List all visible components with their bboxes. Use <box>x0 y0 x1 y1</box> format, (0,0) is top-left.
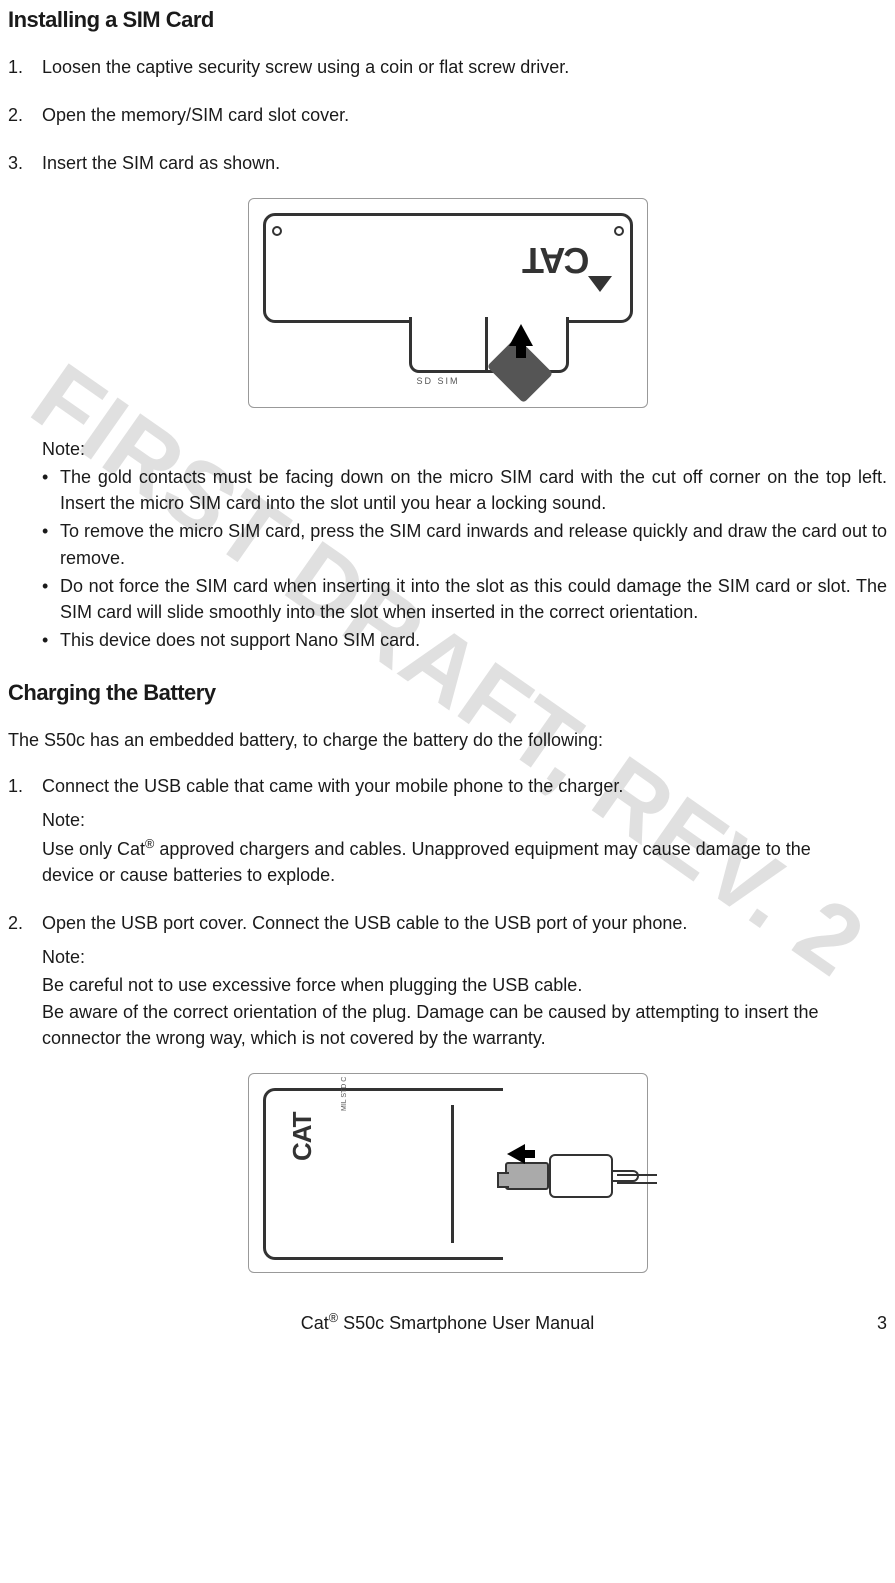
note1-post: approved chargers and cables. Unapproved… <box>154 839 810 859</box>
charging-intro: The S50c has an embedded battery, to cha… <box>8 727 887 753</box>
charge-note-1: Note: Use only Cat® approved chargers an… <box>42 807 887 888</box>
usb-figure: CAT MIL STD C <box>8 1073 887 1273</box>
sim-figure: CAT SD SIM <box>8 198 887 408</box>
note2-l1: Be careful not to use excessive force wh… <box>42 972 887 998</box>
usb-illustration: CAT MIL STD C <box>248 1073 648 1273</box>
charge-step-1-text: Connect the USB cable that came with you… <box>42 776 623 796</box>
cat-logo-text: CAT <box>524 234 589 286</box>
charge-step-2-text: Open the USB port cover. Connect the USB… <box>42 913 687 933</box>
sim-notes-list: The gold contacts must be facing down on… <box>42 464 887 653</box>
charge-step-1: Connect the USB cable that came with you… <box>8 773 887 888</box>
charge-step-2: Open the USB port cover. Connect the USB… <box>8 910 887 1050</box>
sim-step-2: Open the memory/SIM card slot cover. <box>8 102 887 128</box>
note2-l3: connector the wrong way, which is not co… <box>42 1025 887 1051</box>
sim-illustration: CAT SD SIM <box>248 198 648 408</box>
slot-labels: SD SIM <box>417 375 460 388</box>
sim-note-block: Note: The gold contacts must be facing d… <box>8 436 887 653</box>
page-footer: Cat® S50c Smartphone User Manual 3 <box>8 1309 887 1336</box>
registered-mark: ® <box>145 837 154 851</box>
section-title-charging: Charging the Battery <box>8 677 887 709</box>
note2-l2: Be aware of the correct orientation of t… <box>42 999 887 1025</box>
sim-note-3: Do not force the SIM card when inserting… <box>42 573 887 625</box>
registered-mark: ® <box>329 1311 338 1325</box>
cat-logo-small: CAT <box>284 1112 322 1161</box>
sim-step-1: Loosen the captive security screw using … <box>8 54 887 80</box>
sim-note-4: This device does not support Nano SIM ca… <box>42 627 887 653</box>
note-label: Note: <box>42 436 887 462</box>
section-title-sim: Installing a SIM Card <box>8 4 887 36</box>
note1-line2: device or cause batteries to explode. <box>42 862 887 888</box>
sim-note-2: To remove the micro SIM card, press the … <box>42 518 887 570</box>
sim-step-3: Insert the SIM card as shown. <box>8 150 887 176</box>
footer-pre: Cat <box>301 1313 329 1333</box>
spec-line: MIL STD C <box>340 1076 350 1110</box>
sim-note-1: The gold contacts must be facing down on… <box>42 464 887 516</box>
note-label: Note: <box>42 807 887 833</box>
note-label: Note: <box>42 944 887 970</box>
page-number: 3 <box>847 1310 887 1336</box>
footer-post: S50c Smartphone User Manual <box>338 1313 594 1333</box>
charge-note-2: Note: Be careful not to use excessive fo… <box>42 944 887 1050</box>
sim-steps-list: Loosen the captive security screw using … <box>8 54 887 176</box>
note1-pre: Use only Cat <box>42 839 145 859</box>
footer-title: Cat® S50c Smartphone User Manual <box>48 1309 847 1336</box>
charging-steps-list: Connect the USB cable that came with you… <box>8 773 887 1051</box>
